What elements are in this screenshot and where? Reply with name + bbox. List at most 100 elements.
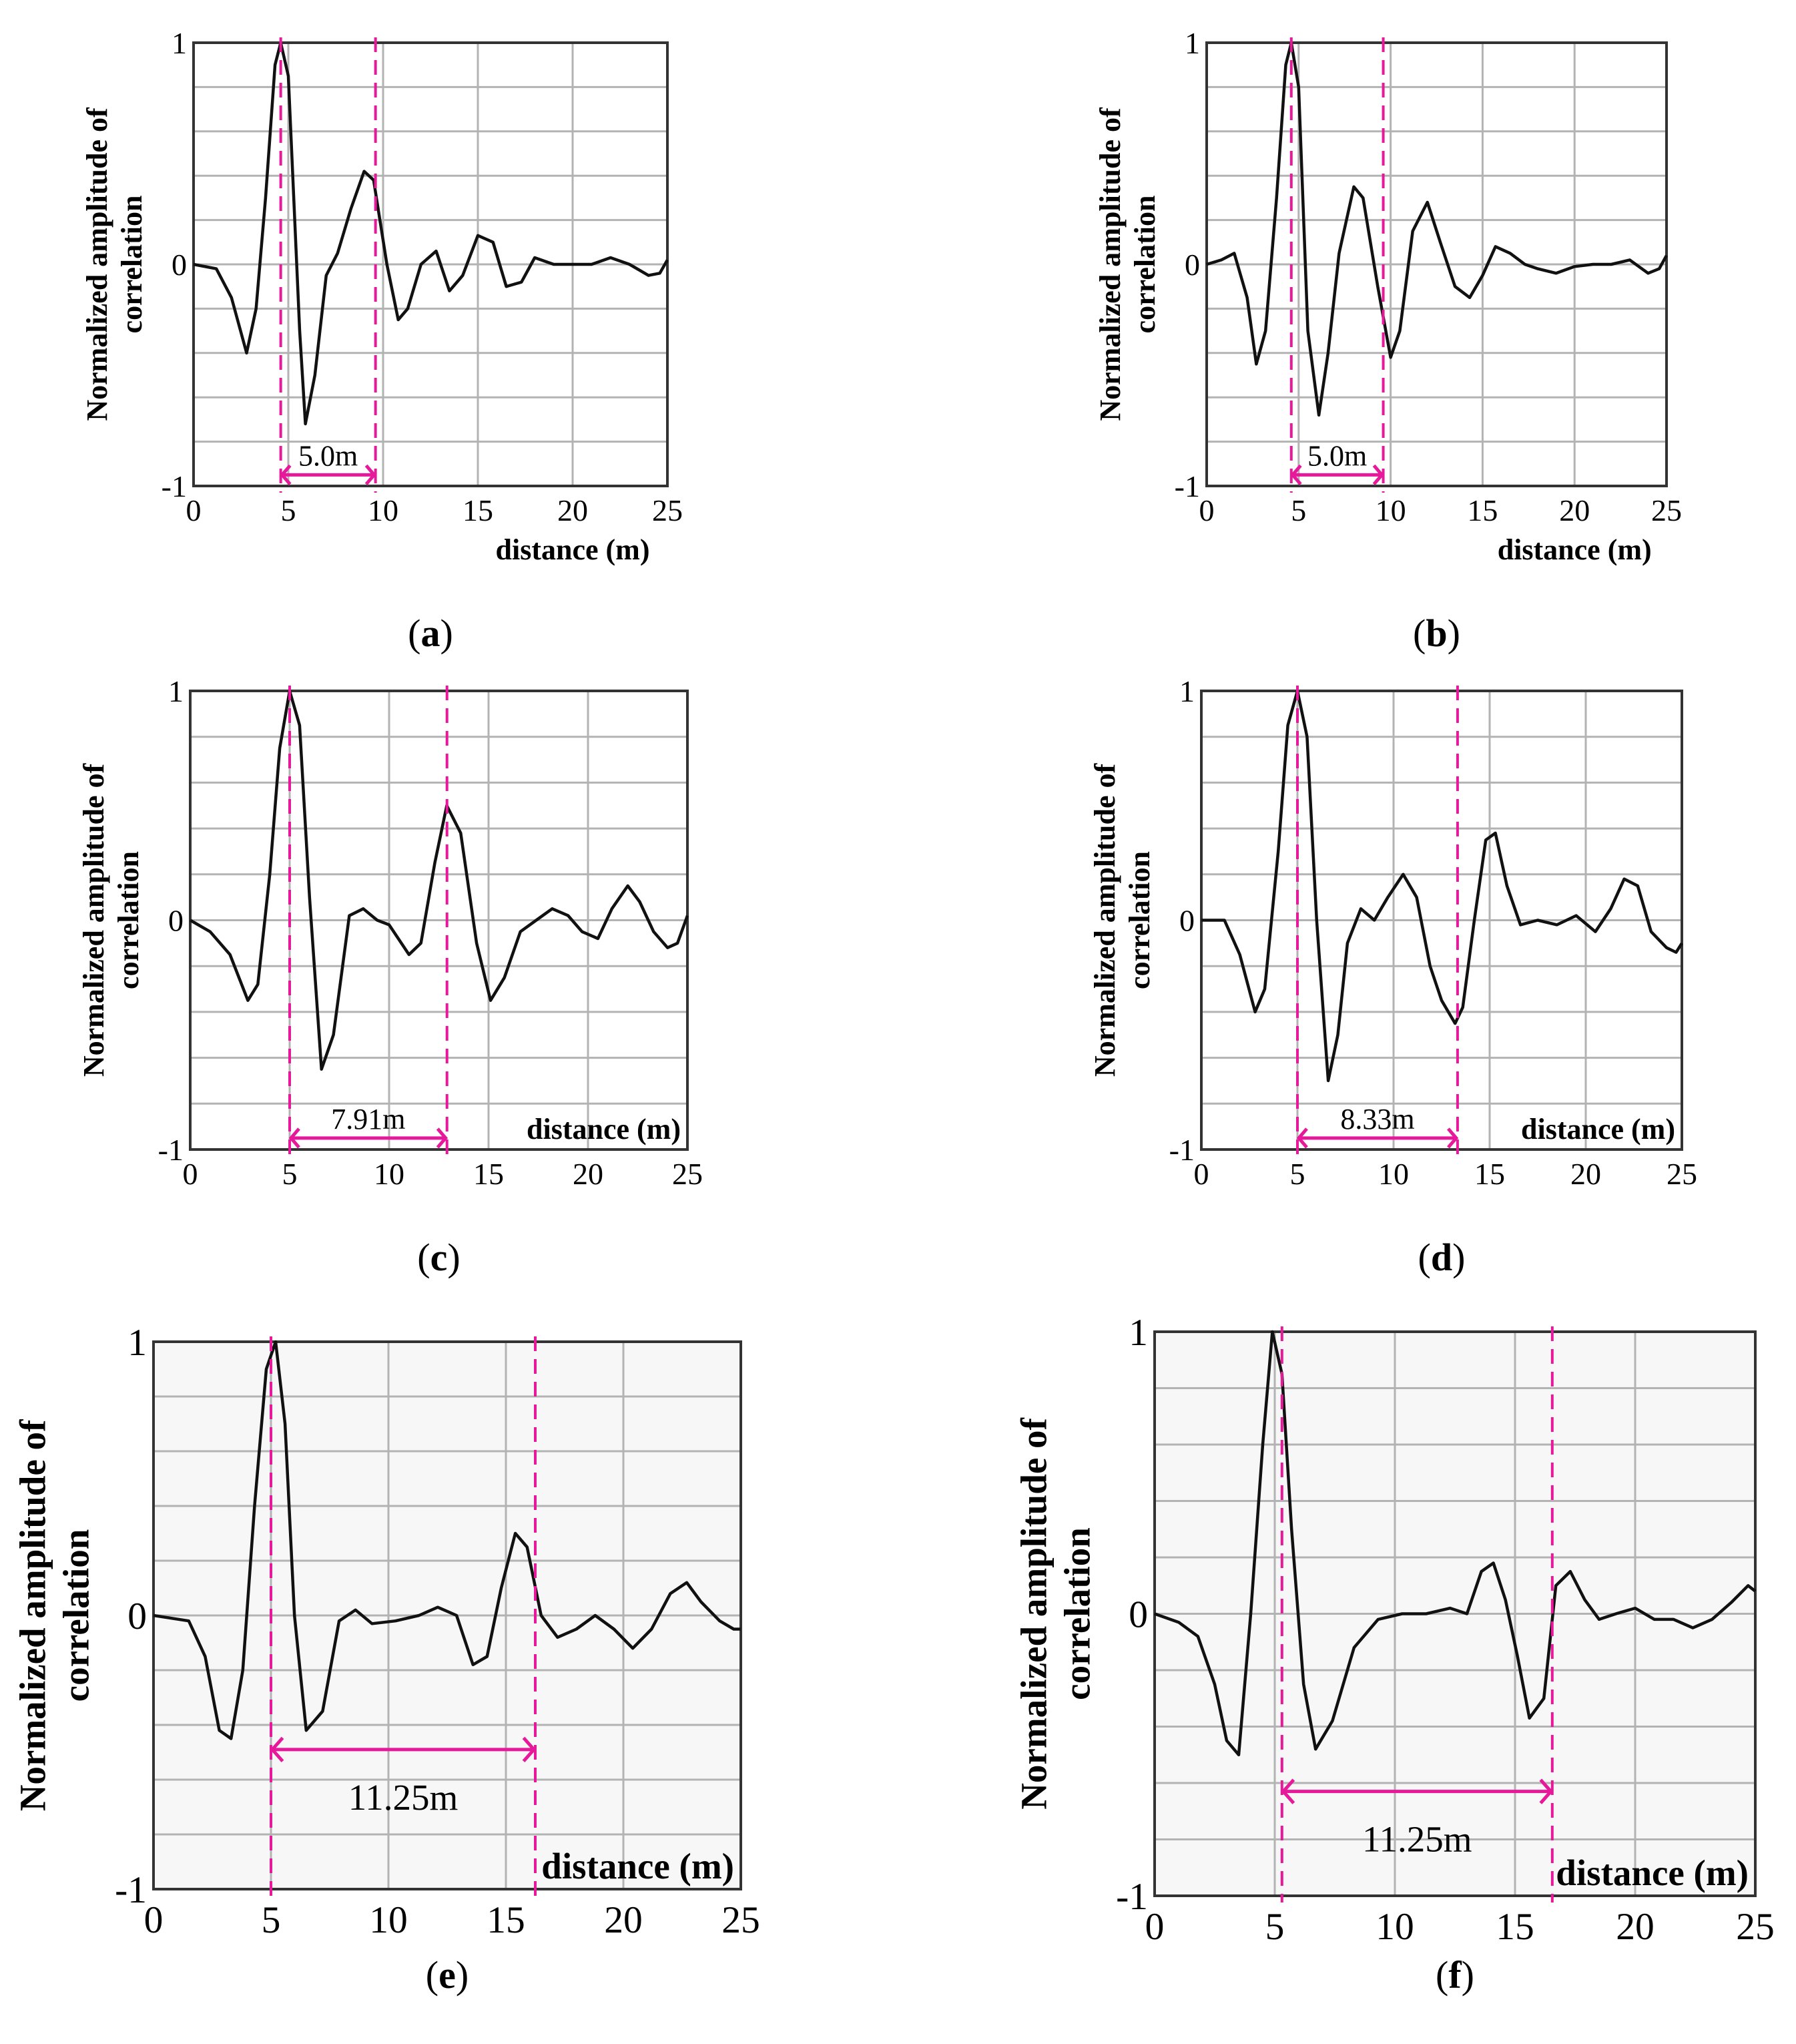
span-arrow-head-left (280, 464, 292, 486)
x-tick-label: 10 (368, 493, 398, 527)
x-tick-label: 20 (1616, 1906, 1655, 1948)
y-axis-label-line1: Normalized amplitude of (81, 107, 113, 421)
y-axis-label-line1: Normalized amplitude of (13, 1419, 53, 1811)
x-tick-label: 20 (604, 1899, 643, 1941)
caption-f: (f) (1436, 1953, 1474, 1997)
y-tick-label: 1 (172, 26, 187, 60)
x-tick-label: 0 (144, 1899, 164, 1941)
y-axis-label-line1: Normalized amplitude of (77, 763, 110, 1077)
span-arrow-head-left (288, 1127, 300, 1149)
x-tick-label: 5 (1291, 493, 1306, 527)
span-arrow-head-left (270, 1736, 284, 1763)
y-axis-label-line2: correlation (56, 1529, 97, 1702)
chart-panel-e: 11.25m 0 5 10 15 20 25 -1 0 1 distance (m) Normaliz… (0, 1322, 781, 1976)
x-tick-label: 5 (262, 1899, 281, 1941)
x-tick-label: 0 (1194, 1157, 1209, 1191)
x-tick-label: 10 (1378, 1157, 1409, 1191)
x-tick-label: 10 (369, 1899, 408, 1941)
chart-panel-b: 5.0m 0 5 10 15 20 25 -1 0 1 distance (m) Normalized… (1033, 23, 1707, 573)
x-tick-label: 0 (1145, 1906, 1165, 1948)
caption-e: (e) (425, 1953, 469, 1997)
caption-c: (c) (417, 1236, 461, 1279)
span-arrow-head-right (522, 1736, 537, 1763)
x-tick-label: 5 (281, 493, 296, 527)
y-axis-label-line2: correlation (1129, 196, 1161, 334)
x-axis-label: distance (m) (496, 533, 650, 566)
span-arrow-head-right (1372, 464, 1384, 486)
y-tick-label: 1 (1185, 26, 1200, 60)
chart-panel-a: 5.0m 0 5 10 15 20 25 -1 0 1 distance (m) Normalized… (20, 23, 707, 573)
y-axis-label-line2: correlation (115, 196, 148, 334)
span-label: 7.91m (331, 1103, 405, 1135)
span-label: 8.33m (1340, 1103, 1414, 1135)
y-tick-label: 1 (1179, 674, 1195, 708)
x-tick-label: 15 (473, 1157, 504, 1191)
x-tick-label: 15 (463, 493, 493, 527)
x-axis-label: distance (m) (541, 1846, 734, 1886)
y-axis-label-line2: correlation (1123, 851, 1156, 989)
y-tick-label: -1 (1169, 1133, 1195, 1167)
x-tick-label: 10 (1376, 493, 1406, 527)
x-tick-label: 15 (487, 1899, 525, 1941)
x-tick-label: 20 (1559, 493, 1590, 527)
span-arrow-head-left (1290, 464, 1302, 486)
span-arrow-head-left (1296, 1127, 1308, 1149)
chart-panel-f: 11.25m 0 5 10 15 20 25 -1 0 1 distance (m) Normaliz… (981, 1312, 1795, 1983)
y-tick-label: -1 (158, 1133, 184, 1167)
y-axis-label-line1: Normalized amplitude of (1094, 107, 1127, 421)
series-line-correlation (1154, 1330, 1757, 1757)
span-arrow-head-right (1539, 1778, 1554, 1804)
y-tick-label: 0 (168, 904, 184, 938)
y-tick-label: -1 (1116, 1876, 1148, 1918)
span-label: 5.0m (298, 439, 358, 472)
y-axis-label-line2: correlation (112, 851, 145, 989)
series-line-correlation (1201, 689, 1683, 1083)
x-tick-label: 0 (183, 1157, 198, 1191)
series-line-correlation (189, 689, 689, 1071)
y-tick-label: 0 (1129, 1594, 1148, 1636)
x-tick-label: 20 (573, 1157, 603, 1191)
y-tick-label: -1 (162, 469, 187, 503)
x-tick-label: 5 (282, 1157, 298, 1191)
x-tick-label: 0 (186, 493, 202, 527)
x-axis-label: distance (m) (1521, 1113, 1675, 1145)
span-arrow-head-left (1281, 1778, 1295, 1804)
x-axis-label: distance (m) (1556, 1852, 1749, 1893)
y-tick-label: 1 (127, 1322, 147, 1364)
y-axis-label-line1: Normalized amplitude of (1014, 1418, 1055, 1810)
chart-panel-d: 8.33m 0 5 10 15 20 25 -1 0 1 distance (m) Normalize… (1028, 671, 1722, 1236)
span-arrow-head-right (436, 1127, 448, 1149)
x-axis-label: distance (m) (527, 1113, 681, 1145)
x-tick-label: 25 (1651, 493, 1682, 527)
caption-b: (b) (1413, 611, 1460, 655)
x-tick-label: 15 (1474, 1157, 1505, 1191)
y-axis-label-line1: Normalized amplitude of (1089, 763, 1121, 1077)
y-tick-label: 0 (1179, 904, 1195, 938)
caption-a: (a) (408, 611, 453, 655)
x-tick-label: 25 (721, 1899, 760, 1941)
chart-panel-c: 7.91m 0 5 10 15 20 25 -1 0 1 distance (m) Normalize… (17, 671, 727, 1236)
span-label: 11.25m (1362, 1819, 1472, 1860)
y-tick-label: 1 (168, 674, 184, 708)
series-line-correlation (193, 41, 669, 426)
x-tick-label: 25 (1736, 1906, 1775, 1948)
x-tick-label: 25 (672, 1157, 703, 1191)
y-tick-label: 0 (172, 248, 187, 282)
y-tick-label: -1 (115, 1869, 147, 1911)
series-line-correlation (1206, 41, 1668, 417)
y-tick-label: 1 (1129, 1312, 1148, 1354)
x-tick-label: 20 (1570, 1157, 1601, 1191)
x-tick-label: 25 (1667, 1157, 1697, 1191)
span-arrow-head-right (1447, 1127, 1459, 1149)
x-tick-label: 0 (1199, 493, 1215, 527)
span-label: 5.0m (1307, 439, 1367, 472)
x-tick-label: 15 (1467, 493, 1498, 527)
x-tick-label: 20 (557, 493, 588, 527)
y-tick-label: 0 (127, 1595, 147, 1637)
x-tick-label: 10 (374, 1157, 404, 1191)
y-tick-label: 0 (1185, 248, 1200, 282)
